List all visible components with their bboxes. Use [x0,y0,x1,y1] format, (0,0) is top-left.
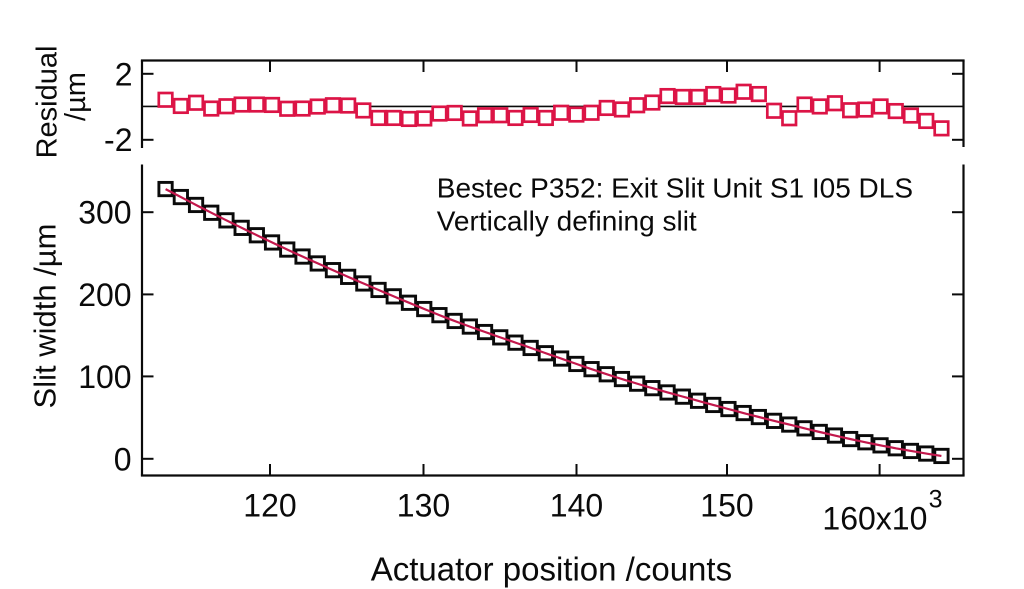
svg-text:Vertically defining slit: Vertically defining slit [437,206,697,237]
svg-text:/µm: /µm [60,72,92,121]
svg-text:Bestec P352: Exit Slit Unit S1: Bestec P352: Exit Slit Unit S1 I05 DLS [437,172,913,203]
svg-text:-2: -2 [104,122,132,158]
svg-text:Residual: Residual [32,46,64,159]
svg-text:2: 2 [115,57,133,93]
svg-text:160x10: 160x10 [822,501,927,537]
svg-text:Actuator position /counts: Actuator position /counts [371,551,732,588]
svg-text:100: 100 [78,359,131,395]
svg-text:300: 300 [78,195,131,231]
svg-text:0: 0 [114,441,132,477]
svg-text:Slit width /µm: Slit width /µm [27,224,62,409]
svg-text:140: 140 [550,488,603,524]
svg-text:150: 150 [700,488,753,524]
svg-text:3: 3 [929,485,943,513]
svg-text:120: 120 [243,488,296,524]
svg-text:130: 130 [397,488,450,524]
svg-text:200: 200 [78,277,131,313]
